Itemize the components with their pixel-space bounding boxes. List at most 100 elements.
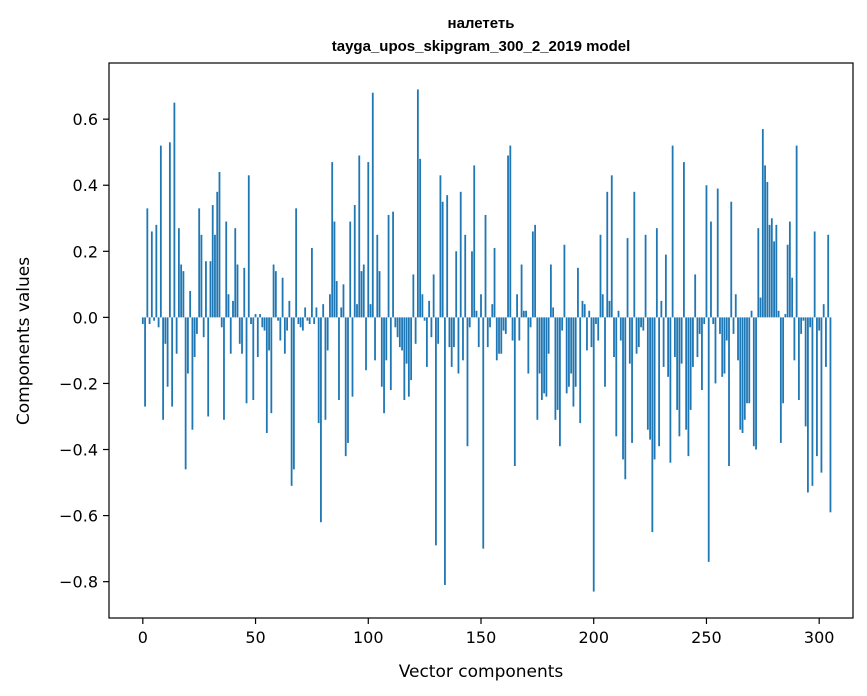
bar-120 [412,274,415,318]
bar-190 [570,317,573,374]
bar-222 [642,317,645,331]
bar-188 [565,317,568,394]
bar-14 [173,102,176,318]
bar-29 [207,317,210,417]
x-tick-label: 50 [245,628,265,647]
bar-54 [263,317,266,331]
bar-196 [583,304,586,318]
bar-50 [254,314,257,318]
bar-261 [730,201,733,318]
bar-103 [374,317,376,361]
bar-239 [680,317,683,364]
bar-88 [340,307,343,318]
bar-116 [403,317,406,400]
y-tick-label: 0.6 [73,110,98,129]
bar-140 [457,317,460,374]
bar-195 [581,300,584,318]
bar-267 [743,317,746,420]
bar-146 [471,251,473,318]
bar-207 [608,300,611,318]
bar-209 [613,317,615,358]
bar-101 [369,304,372,318]
bar-260 [728,317,730,467]
bar-236 [673,317,676,358]
bar-197 [586,317,588,351]
bar-102 [371,92,374,318]
x-tick-label: 200 [578,628,609,647]
bar-229 [658,317,661,447]
bar-250 [705,185,708,318]
x-tick-label: 100 [353,628,384,647]
bar-139 [455,251,458,318]
bar-55 [265,317,268,434]
bar-245 [694,274,697,318]
bar-128 [430,317,433,338]
bar-157 [495,317,498,361]
bar-41 [234,228,237,318]
bar-109 [387,214,390,318]
bar-19 [184,317,187,470]
bar-39 [229,317,232,354]
bar-52 [259,314,261,318]
y-tick-label: −0.6 [59,507,98,526]
y-tick-label: −0.4 [59,441,98,460]
bar-135 [446,195,449,318]
bar-177 [540,317,543,400]
bar-191 [572,317,575,407]
bar-226 [651,317,654,533]
bar-253 [712,317,715,324]
bar-93 [351,317,354,397]
bar-233 [667,317,670,377]
bar-24 [196,317,198,334]
bar-30 [209,261,212,318]
y-tick-label: −0.2 [59,374,98,393]
bar-278 [768,224,771,318]
y-tick-label: 0.0 [73,308,98,327]
bar-60 [277,317,279,321]
bar-276 [764,165,766,318]
bar-217 [631,317,633,443]
bar-113 [396,317,399,338]
bar-61 [279,317,282,341]
bar-295 [807,317,809,493]
bar-185 [559,317,561,447]
bar-7 [157,317,160,328]
bar-124 [421,294,424,318]
bar-254 [714,317,717,384]
bar-0 [141,317,144,324]
bar-291 [797,317,800,400]
bar-110 [389,317,392,391]
bar-269 [748,317,751,404]
bar-200 [592,317,595,592]
bar-4 [150,231,153,318]
bar-98 [362,264,365,318]
bar-264 [737,317,739,361]
bar-142 [462,317,464,361]
bar-234 [669,317,672,463]
bar-211 [617,310,620,318]
bar-25 [198,208,201,318]
bar-149 [477,317,480,348]
bar-115 [401,317,403,351]
bar-287 [788,221,791,318]
bar-104 [376,234,379,318]
bar-58 [272,264,275,318]
bar-134 [444,317,446,585]
bars-group [141,89,832,592]
bar-208 [610,175,613,318]
bar-175 [536,317,539,420]
bar-156 [493,248,496,318]
bar-71 [301,317,304,331]
x-tick-label: 150 [466,628,497,647]
bar-20 [187,317,189,374]
bar-290 [795,145,798,318]
bar-174 [534,224,537,318]
bar-151 [482,317,485,549]
bar-282 [777,310,780,318]
bar-127 [428,300,431,318]
bar-16 [177,228,180,318]
bar-160 [502,317,505,331]
y-tick-label: −0.8 [59,573,98,592]
bar-274 [759,297,762,318]
bar-163 [509,145,512,318]
